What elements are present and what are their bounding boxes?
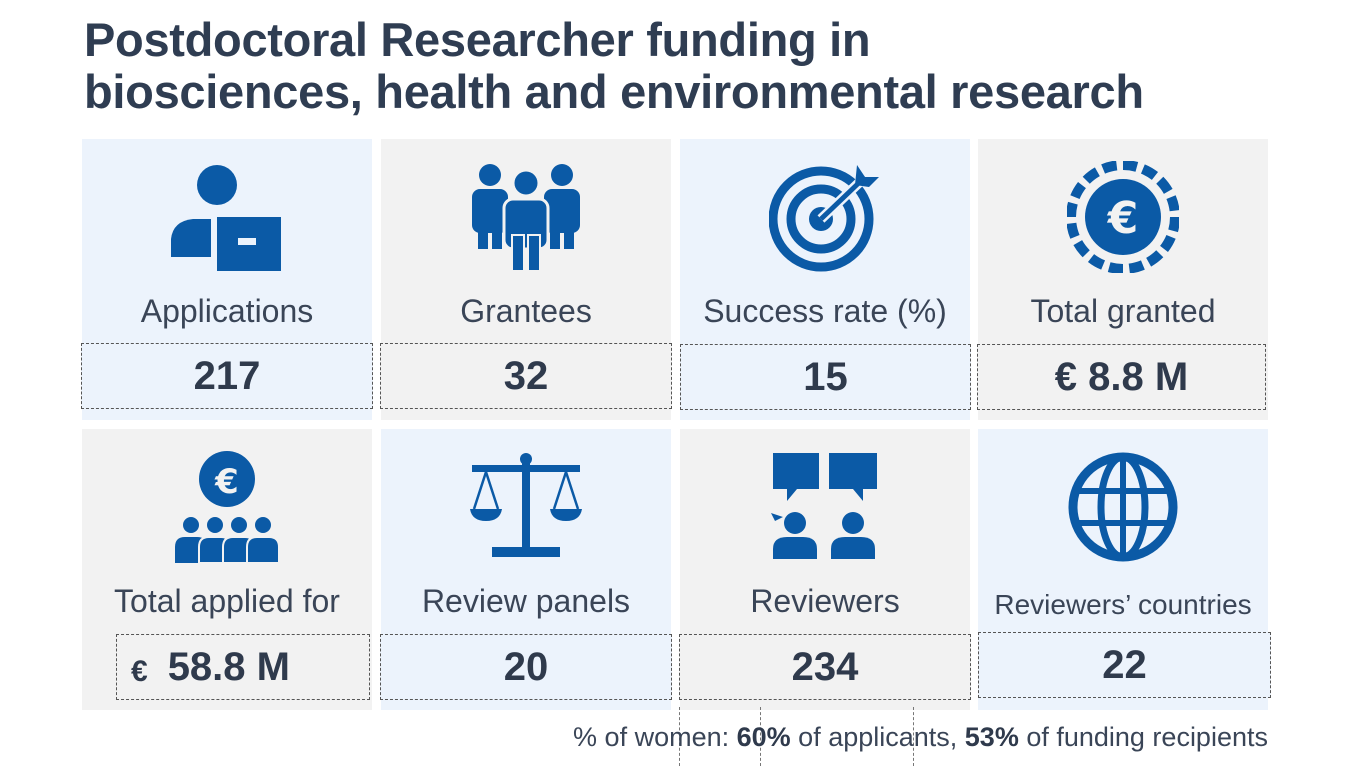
euro-coin-icon: € xyxy=(1067,161,1179,273)
guide-box xyxy=(679,707,761,766)
stat-label: Reviewers xyxy=(750,583,900,619)
stat-value-success-rate: 15 xyxy=(680,344,971,410)
footer-applicants-text: of applicants, xyxy=(790,722,965,752)
stat-label: Grantees xyxy=(460,293,592,329)
page-title: Postdoctoral Researcher funding in biosc… xyxy=(84,14,1304,118)
applicant-icon xyxy=(171,161,283,273)
euro-people-icon: € xyxy=(171,451,283,563)
stat-value-text: 58.8 M xyxy=(167,644,290,689)
footer-recipients-text: of funding recipients xyxy=(1018,722,1268,752)
stat-label: Review panels xyxy=(421,583,631,619)
stat-value-reviewers: 234 xyxy=(679,634,971,700)
reviewers-chat-icon xyxy=(769,451,881,563)
stat-value-total-granted: € 8.8 M xyxy=(977,344,1266,410)
svg-text:€: € xyxy=(1107,193,1139,244)
title-line-2: biosciences, health and environmental re… xyxy=(84,65,1144,118)
stat-value-review-panels: 20 xyxy=(380,634,672,700)
scales-icon xyxy=(470,451,582,563)
women-share-note: % of women: 60% of applicants, 53% of fu… xyxy=(573,722,1268,753)
footer-prefix: % of women: xyxy=(573,722,737,752)
stat-value-grantees: 32 xyxy=(380,343,672,409)
women-applicants-share: 60% xyxy=(736,722,791,752)
globe-icon xyxy=(1067,451,1179,563)
grantees-group-icon xyxy=(470,161,582,273)
title-line-1: Postdoctoral Researcher funding in xyxy=(84,13,871,66)
stat-value-reviewers-countries: 22 xyxy=(978,632,1271,698)
stat-value-applications: 217 xyxy=(81,343,373,409)
stat-label: Total applied for xyxy=(114,583,340,619)
target-icon xyxy=(769,161,881,273)
guide-line xyxy=(913,707,914,766)
stat-label: Total granted xyxy=(1030,293,1216,329)
stat-label: Applications xyxy=(140,293,314,329)
stat-value-total-applied: € 58.8 M xyxy=(116,634,370,700)
stat-label: Reviewers’ countries xyxy=(994,589,1252,620)
women-recipients-share: 53% xyxy=(964,722,1019,752)
stat-label: Success rate (%) xyxy=(703,293,947,329)
currency-symbol: € xyxy=(131,655,148,688)
svg-text:€: € xyxy=(214,462,239,502)
